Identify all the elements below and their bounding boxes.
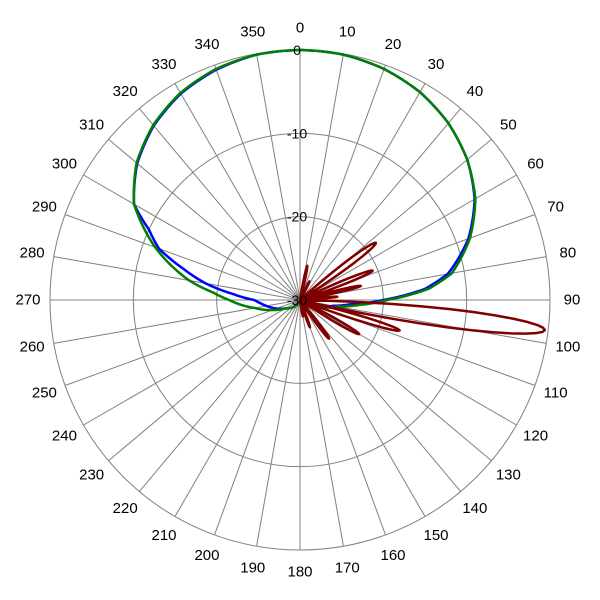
radial-tick-label: -20 — [287, 209, 307, 225]
angle-tick-label: 100 — [555, 339, 580, 356]
angle-tick-label: 130 — [496, 466, 521, 483]
angle-tick-label: 40 — [466, 83, 483, 100]
angle-tick-label: 190 — [240, 559, 265, 576]
grid-spoke — [138, 108, 301, 301]
grid-spoke — [299, 174, 517, 301]
grid-spoke — [108, 138, 301, 301]
radial-tick-label: 0 — [293, 42, 301, 58]
angle-tick-label: 270 — [15, 292, 40, 309]
radial-tick-label: -10 — [287, 125, 307, 141]
angle-tick-label: 10 — [339, 24, 356, 41]
grid-spoke — [299, 64, 386, 301]
grid-spoke — [64, 299, 301, 386]
grid-spoke — [256, 299, 301, 547]
angle-tick-label: 240 — [52, 428, 77, 445]
angle-tick-label: 290 — [32, 198, 57, 215]
angle-tick-label: 160 — [381, 547, 406, 564]
grid-spoke — [299, 83, 426, 301]
grid-spoke — [53, 299, 301, 344]
grid-spoke — [299, 299, 492, 462]
angle-tick-label: 300 — [52, 156, 77, 173]
angle-tick-label: 210 — [151, 527, 176, 544]
grid-spoke — [299, 53, 344, 301]
grid-spoke — [53, 256, 301, 301]
angle-tick-label: 80 — [560, 244, 577, 261]
grid-spoke — [299, 299, 386, 536]
series-3-line — [298, 241, 547, 340]
grid-spoke — [108, 299, 301, 462]
angle-tick-label: 260 — [20, 339, 45, 356]
grid-spoke — [299, 108, 462, 301]
grid-spoke — [299, 299, 426, 517]
angle-tick-label: 20 — [385, 36, 402, 53]
angle-tick-label: 350 — [240, 24, 265, 41]
grid-spoke — [299, 299, 344, 547]
angle-tick-label: 110 — [544, 385, 568, 402]
angle-tick-label: 60 — [527, 156, 544, 173]
grid-spoke — [64, 214, 301, 301]
grid-spoke — [174, 299, 301, 517]
angle-tick-label: 200 — [194, 547, 219, 564]
angle-tick-label: 340 — [194, 36, 219, 53]
grid-spoke — [214, 64, 301, 301]
angle-tick-label: 330 — [151, 56, 176, 73]
tick-labels: 0 10 20 30 40 50 60 70 80 90 100 110 120 130 140 150 160… — [15, 20, 580, 581]
grid-spoke — [138, 299, 301, 492]
angle-tick-label: 250 — [32, 385, 57, 402]
angle-tick-label: 120 — [523, 428, 548, 445]
angle-tick-label: 90 — [564, 292, 581, 309]
angle-tick-label: 30 — [428, 56, 445, 73]
grid-spoke — [83, 299, 301, 426]
grid-spoke — [256, 53, 301, 301]
angle-tick-label: 280 — [20, 244, 45, 261]
grid-spoke — [299, 299, 517, 426]
radial-tick-label: -30 — [287, 292, 307, 308]
angle-tick-label: 320 — [113, 83, 138, 100]
grid-spoke — [174, 83, 301, 301]
angle-tick-label: 180 — [287, 564, 312, 581]
angle-tick-label: 170 — [335, 559, 360, 576]
grid-spoke — [83, 174, 301, 301]
angle-tick-label: 50 — [500, 117, 517, 134]
angle-tick-label: 150 — [423, 527, 448, 544]
angle-tick-label: 70 — [547, 198, 564, 215]
series-layer — [132, 48, 547, 340]
angle-tick-label: 140 — [462, 500, 487, 517]
angle-tick-label: 220 — [113, 500, 138, 517]
grid-spoke — [214, 299, 301, 536]
angle-tick-label: 230 — [79, 466, 104, 483]
angle-tick-label: 0 — [296, 20, 304, 37]
angle-tick-label: 310 — [79, 117, 104, 134]
